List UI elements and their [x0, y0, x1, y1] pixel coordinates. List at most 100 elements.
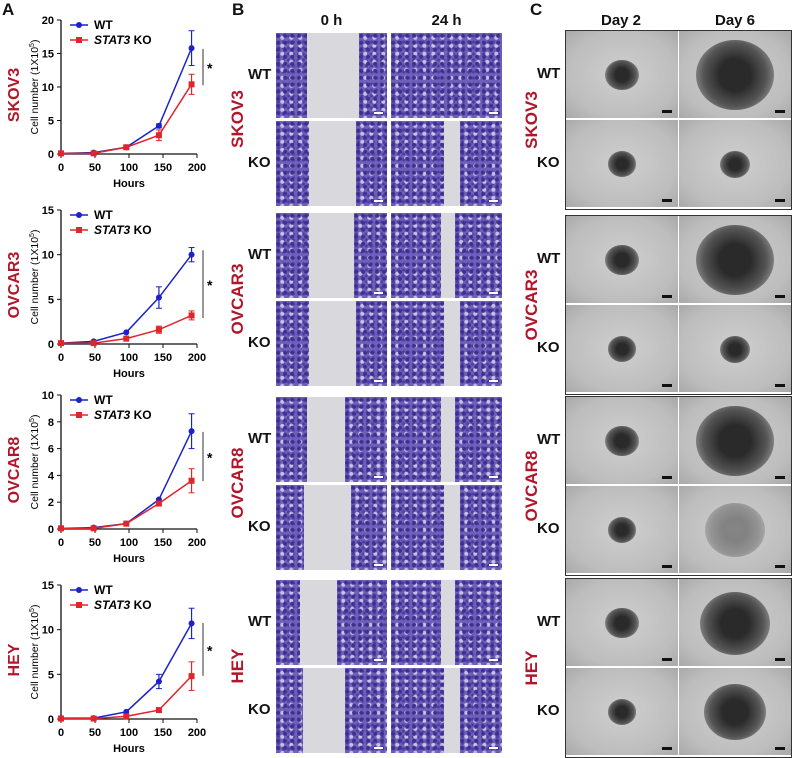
- row-label-b: WT: [248, 613, 272, 630]
- wound-image-ovcar3-wt-0h: [276, 213, 387, 298]
- y-tick-label: 8: [48, 417, 54, 429]
- spheroid-image-skov3-ko-day2: [566, 120, 678, 207]
- significance-star: *: [207, 642, 213, 658]
- wound-image-hey-ko-24h: [391, 668, 502, 753]
- row-label-b: WT: [248, 430, 272, 447]
- x-tick-label: 50: [89, 727, 101, 739]
- spheroid-image-ovcar8-wt-day2: [566, 397, 678, 484]
- data-point-ko: [58, 525, 64, 532]
- data-point-ko: [155, 707, 162, 714]
- y-tick-label: 15: [42, 580, 54, 592]
- data-point-ko: [188, 477, 195, 484]
- image-frame: [565, 30, 792, 210]
- x-tick-label: 0: [58, 352, 64, 364]
- wound-image-ovcar8-wt-24h: [391, 397, 502, 482]
- wound-image-ovcar3-ko-0h: [276, 301, 387, 386]
- panel-label-a: A: [2, 0, 15, 19]
- y-axis-label: Cell number (1X105): [29, 605, 41, 700]
- wound-image-ovcar8-ko-0h: [276, 485, 387, 570]
- spheroid-image-ovcar8-ko-day6: [679, 486, 791, 573]
- x-tick-label: 100: [120, 352, 138, 364]
- spheroid-image-skov3-ko-day6: [679, 120, 791, 207]
- data-point-ko: [155, 132, 162, 139]
- x-tick-label: 0: [58, 727, 64, 739]
- cell-line-label-b: SKOV3: [228, 90, 247, 148]
- significance-star: *: [207, 60, 213, 76]
- row-label-b: WT: [248, 246, 272, 263]
- wound-image-hey-ko-0h: [276, 668, 387, 753]
- wound-image-ovcar3-wt-24h: [391, 213, 502, 298]
- wound-image-hey-wt-0h: [276, 580, 387, 665]
- spheroid-image-skov3-wt-day6: [679, 31, 791, 118]
- spheroid-image-hey-wt-day2: [566, 579, 678, 666]
- cell-line-label-b: HEY: [228, 648, 247, 684]
- data-point-ko: [90, 525, 97, 532]
- wound-image-skov3-ko-24h: [391, 121, 502, 206]
- x-tick-label: 0: [58, 162, 64, 174]
- data-point-wt: [155, 122, 162, 129]
- spheroid-image-hey-wt-day6: [679, 579, 791, 666]
- x-tick-label: 200: [188, 537, 206, 549]
- data-point-ko: [188, 81, 195, 88]
- data-point-ko: [155, 500, 162, 507]
- legend-label: STAT3 KO: [94, 33, 152, 47]
- y-tick-label: 0: [48, 339, 54, 351]
- row-label-c: KO: [537, 154, 560, 171]
- y-tick-label: 5: [48, 669, 54, 681]
- x-tick-label: 150: [154, 727, 172, 739]
- legend-marker: [76, 37, 82, 43]
- x-tick-label: 50: [89, 537, 101, 549]
- significance-star: *: [207, 277, 213, 293]
- data-point-wt: [155, 678, 162, 685]
- spheroid-image-ovcar3-ko-day6: [679, 305, 791, 392]
- column-header-0h: 0 h: [320, 12, 343, 29]
- x-tick-label: 100: [120, 537, 138, 549]
- data-point-ko: [123, 335, 130, 342]
- spheroid-image-ovcar3-wt-day6: [679, 216, 791, 303]
- data-point-wt: [123, 329, 130, 336]
- row-label-b: KO: [248, 154, 271, 171]
- data-point-ko: [58, 150, 64, 157]
- cell-line-label: HEY: [6, 643, 23, 676]
- legend-label: STAT3 KO: [94, 408, 152, 422]
- y-tick-label: 2: [48, 497, 54, 509]
- data-point-wt: [188, 428, 195, 435]
- data-point-ko: [58, 715, 64, 722]
- series-line-wt: [61, 623, 193, 719]
- wound-image-ovcar3-ko-24h: [391, 301, 502, 386]
- series-line-wt: [60, 47, 193, 155]
- data-point-ko: [90, 150, 97, 157]
- wound-image-skov3-wt-0h: [276, 33, 387, 118]
- data-point-wt: [188, 251, 195, 258]
- cell-line-label-b: OVCAR3: [228, 263, 247, 335]
- x-axis-label: Hours: [113, 743, 145, 755]
- legend-marker: [76, 227, 82, 233]
- image-frame: [565, 578, 792, 758]
- data-point-wt: [188, 45, 195, 52]
- spheroid-image-ovcar8-wt-day6: [679, 397, 791, 484]
- data-point-wt: [188, 620, 195, 627]
- row-label-c: KO: [537, 702, 560, 719]
- x-axis-label: Hours: [113, 368, 145, 380]
- spheroid-image-ovcar8-ko-day2: [566, 486, 678, 573]
- cell-line-label: OVCAR3: [6, 252, 23, 319]
- row-label-c: WT: [537, 431, 561, 448]
- data-point-ko: [188, 673, 195, 680]
- y-tick-label: 10: [42, 250, 54, 262]
- x-tick-label: 50: [89, 352, 101, 364]
- data-point-ko: [123, 713, 130, 720]
- wound-image-ovcar8-ko-24h: [391, 485, 502, 570]
- x-tick-label: 50: [89, 162, 101, 174]
- y-tick-label: 20: [42, 15, 54, 27]
- y-axis-label: Cell number (1X105): [29, 230, 41, 325]
- y-tick-label: 10: [42, 82, 54, 94]
- row-label-c: WT: [537, 250, 561, 267]
- x-tick-label: 200: [188, 727, 206, 739]
- image-frame: [565, 215, 792, 395]
- y-tick-label: 0: [48, 714, 54, 726]
